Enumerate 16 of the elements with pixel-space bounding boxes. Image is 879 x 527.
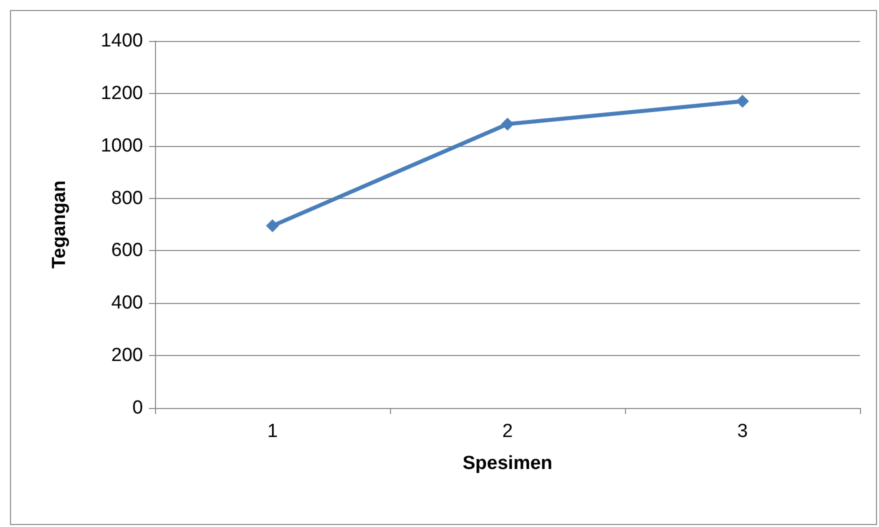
y-tick-label: 800 — [111, 188, 143, 209]
y-tick-label: 0 — [132, 398, 143, 418]
point — [736, 94, 749, 108]
y-tick-label: 1000 — [100, 135, 143, 156]
point — [266, 219, 279, 232]
x-tick-label: 2 — [502, 421, 513, 442]
x-tick-label: 3 — [737, 421, 748, 442]
y-tick-label: 400 — [111, 292, 143, 314]
x-axis-title: Spesimen — [462, 453, 552, 474]
y-tick-label: 200 — [111, 345, 143, 366]
y-tick-label: 1200 — [100, 82, 143, 104]
y-axis-title: Tegangan — [49, 180, 70, 269]
x-tick-label: 1 — [267, 421, 278, 442]
point — [501, 118, 514, 131]
y-tick-label: 1400 — [100, 30, 143, 52]
y-tick-label: 600 — [111, 240, 143, 262]
